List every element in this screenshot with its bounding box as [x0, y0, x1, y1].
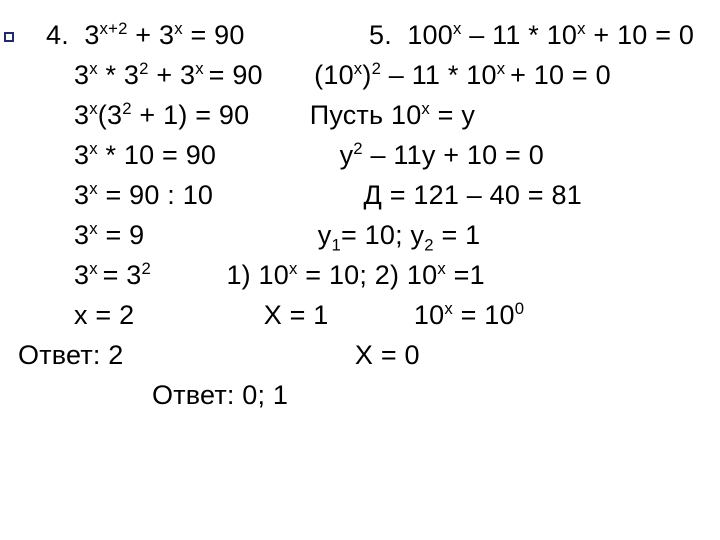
p5-l2: (10x)2 – 11 * 10x + 10 = 0: [314, 62, 611, 89]
p4-l2: 3x * 32 + 3x = 90: [74, 62, 263, 89]
p4-answer: Ответ: 2: [18, 342, 124, 369]
bullet-icon: [4, 32, 14, 42]
p4-l5: 3x = 90 : 10: [74, 182, 213, 209]
p4-l3: 3x(32 + 1) = 90: [74, 102, 249, 129]
p5-l3: Пусть 10x = y: [310, 102, 475, 129]
line-2: 3x * 32 + 3x = 90 (10x)2 – 11 * 10x + 10…: [0, 62, 720, 89]
p5-number: 5.: [369, 22, 392, 49]
line-1: 4. 3x+2 + 3x = 90 5. 100x – 11 * 10x + 1…: [0, 22, 720, 49]
p4-l1: 3x+2 + 3x = 90: [77, 22, 245, 49]
p5-l8b: 10x = 100: [414, 302, 524, 329]
p4-l7: 3x = 32: [74, 262, 151, 289]
p5-l7: 1) 10x = 10; 2) 10x =1: [226, 262, 484, 289]
p5-l9: X = 0: [355, 342, 420, 369]
line-8: x = 2 X = 1 10x = 100: [0, 302, 720, 329]
line-3: 3x(32 + 1) = 90 Пусть 10x = y: [0, 102, 720, 129]
p5-answer: Ответ: 0; 1: [152, 382, 288, 409]
p4-l8: x = 2: [74, 302, 134, 329]
p4-number: 4.: [46, 22, 69, 49]
p4-l6: 3x = 9: [74, 222, 144, 249]
line-9: Ответ: 2 X = 0: [0, 342, 720, 369]
p5-l6: y1= 10; y2 = 1: [318, 222, 481, 249]
line-4: 3x * 10 = 90 y2 – 11y + 10 = 0: [0, 142, 720, 169]
slide-content: 4. 3x+2 + 3x = 90 5. 100x – 11 * 10x + 1…: [0, 0, 720, 540]
line-7: 3x = 32 1) 10x = 10; 2) 10x =1: [0, 262, 720, 289]
p5-l1: 100x – 11 * 10x + 10 = 0: [400, 22, 695, 49]
line-6: 3x = 9 y1= 10; y2 = 1: [0, 222, 720, 249]
line-5: 3x = 90 : 10 Д = 121 – 40 = 81: [0, 182, 720, 209]
p5-l4: y2 – 11y + 10 = 0: [340, 142, 544, 169]
p5-l8a: X = 1: [264, 302, 329, 329]
p4-l4: 3x * 10 = 90: [74, 142, 216, 169]
line-10: Ответ: 0; 1: [0, 382, 720, 409]
p5-l5: Д = 121 – 40 = 81: [364, 182, 582, 209]
